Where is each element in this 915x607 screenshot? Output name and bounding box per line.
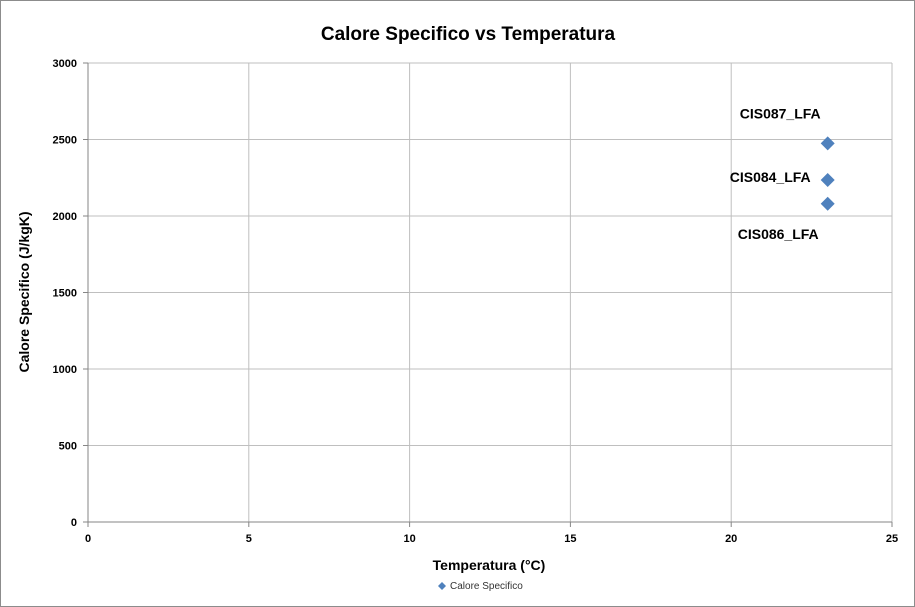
x-tick-label: 15 bbox=[564, 533, 576, 545]
x-tick-label: 20 bbox=[725, 533, 737, 545]
legend-label: Calore Specifico bbox=[450, 581, 523, 592]
data-point bbox=[820, 173, 835, 188]
y-tick-label: 3000 bbox=[53, 58, 77, 70]
axes bbox=[83, 62, 893, 527]
chart-title: Calore Specifico vs Temperatura bbox=[321, 24, 616, 45]
x-tick-label: 5 bbox=[246, 533, 252, 545]
grid-lines bbox=[88, 62, 893, 522]
y-tick-label: 2000 bbox=[53, 211, 77, 223]
y-axis-title: Calore Specifico (J/kgK) bbox=[16, 211, 32, 372]
data-point bbox=[820, 136, 835, 151]
y-tick-label: 2500 bbox=[53, 135, 77, 147]
y-tick-label: 1000 bbox=[53, 364, 77, 376]
data-label: CIS086_LFA bbox=[738, 226, 819, 242]
x-axis-title: Temperatura (°C) bbox=[433, 557, 546, 573]
data-label: CIS084_LFA bbox=[730, 169, 811, 185]
x-tick-label: 10 bbox=[403, 533, 415, 545]
x-tick-label: 25 bbox=[886, 533, 898, 545]
data-points bbox=[820, 136, 835, 211]
legend-marker bbox=[438, 582, 446, 590]
tick-labels: 0 500 1000 1500 2000 2500 3000 0 5 10 15 20 25 bbox=[53, 58, 899, 545]
y-tick-label: 500 bbox=[59, 441, 77, 453]
legend: Calore Specifico bbox=[438, 581, 523, 592]
data-label: CIS087_LFA bbox=[740, 105, 821, 121]
y-tick-label: 1500 bbox=[53, 288, 77, 300]
point-labels: CIS087_LFA CIS084_LFA CIS086_LFA bbox=[730, 105, 821, 241]
y-tick-label: 0 bbox=[71, 517, 77, 529]
data-point bbox=[820, 196, 835, 211]
x-tick-label: 0 bbox=[85, 533, 91, 545]
